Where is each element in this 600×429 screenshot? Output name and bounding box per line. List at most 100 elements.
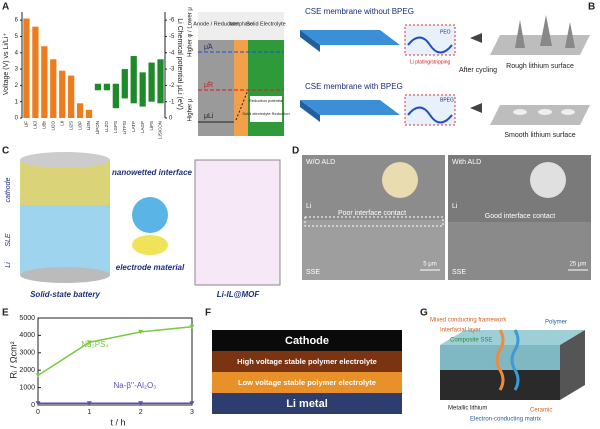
- label: Poor interface contact: [338, 210, 406, 217]
- x-tick-label: Li3N: [86, 121, 91, 130]
- ceramic: [495, 329, 505, 391]
- panel-label: E: [2, 308, 9, 319]
- layer-label: High voltage stable polymer electrolyte: [237, 357, 377, 366]
- label: Li: [452, 203, 458, 210]
- y-tick-label: 5: [15, 34, 19, 40]
- photo: [382, 162, 418, 198]
- x-tick-label: LiPS: [149, 121, 154, 131]
- polymer: [510, 329, 520, 391]
- legend-label: Na₃PS₄: [81, 340, 108, 349]
- panel-label: B: [588, 2, 595, 13]
- x-tick-label: 2: [139, 409, 143, 416]
- level: [235, 89, 249, 121]
- lithium: [440, 370, 560, 400]
- label: After cycling: [459, 67, 497, 74]
- energy-diagram: [198, 12, 284, 136]
- note: Solid electrolyte Reduction: [242, 111, 289, 116]
- membrane: [300, 100, 320, 122]
- layer: [212, 372, 402, 393]
- region-label: Solid Electrolyte: [246, 21, 285, 27]
- x-tick-label: Li2S: [68, 121, 73, 130]
- bump: [513, 109, 527, 115]
- axis-label: t / h: [110, 417, 125, 427]
- axis-label: Li Chemical potential μLi (eV): [176, 18, 183, 110]
- panel-label: A: [2, 2, 9, 13]
- panel-label: G: [420, 308, 428, 319]
- y-tick-label: 6: [15, 18, 19, 24]
- membrane: [300, 30, 320, 52]
- panel-label: C: [2, 146, 9, 157]
- label: Rough lithium surface: [506, 63, 574, 70]
- label: nanowetted interface: [112, 168, 193, 177]
- x-tick-label: Li3P: [77, 121, 82, 130]
- marker: [189, 324, 195, 329]
- y-tick-label: 4000: [19, 332, 35, 339]
- range-bar: [157, 59, 164, 104]
- bar: [76, 103, 84, 118]
- scale-label: 25 μm: [570, 262, 587, 268]
- panel-b-drawing: [300, 15, 590, 126]
- label: Metallic lithium: [448, 406, 487, 412]
- region-label: Interphase: [229, 21, 253, 27]
- label: electrode material: [116, 263, 185, 272]
- bump: [561, 109, 575, 115]
- x-tick-label: LGPS: [113, 121, 118, 133]
- sse-region: [448, 222, 591, 280]
- label: BPEG: [440, 97, 454, 103]
- y-tick-label: 4: [15, 50, 19, 56]
- y2-tick-label: -1: [169, 99, 175, 105]
- label: Mixed conducting framework: [430, 318, 507, 324]
- bar: [23, 18, 30, 118]
- x-tick-label: LISICON: [158, 121, 163, 139]
- dendrite: [540, 15, 552, 46]
- y2-tick-label: -3: [169, 67, 175, 73]
- marker: [189, 401, 195, 406]
- label: Interfacial layer: [440, 328, 481, 334]
- bar: [41, 46, 48, 118]
- label: SSE: [306, 269, 320, 276]
- region-label: Anode / Reductant: [193, 21, 239, 27]
- range-bar: [130, 56, 137, 104]
- dendrite: [565, 22, 575, 48]
- x-tick-label: LiI: [59, 121, 64, 126]
- li-surface: [490, 105, 590, 125]
- dendrite: [515, 20, 525, 48]
- layer-label: Li metal: [286, 398, 328, 410]
- x-tick-label: LiCl: [33, 121, 38, 129]
- y-tick-label: 3: [15, 67, 19, 73]
- level-label: μLi: [204, 113, 214, 120]
- y2-tick-label: -5: [169, 34, 175, 40]
- layer-label: Cathode: [285, 335, 329, 347]
- label: Composite SSE: [450, 338, 492, 344]
- axis-label: Voltage (V) vs Li/Li⁺: [3, 33, 10, 95]
- bar: [59, 70, 66, 118]
- panel-d-images: [302, 155, 591, 280]
- membrane: [300, 30, 400, 45]
- panel-c-drawing: [20, 152, 281, 286]
- caption: CSE membrane without BPEG: [305, 7, 414, 16]
- x-tick-label: LiPON: [95, 121, 100, 134]
- particle: [132, 197, 168, 233]
- layer: [212, 330, 402, 351]
- x-tick-label: 1: [87, 409, 91, 416]
- photo: [530, 162, 566, 198]
- label: Li plating/stripping: [410, 59, 451, 65]
- arrow: [470, 103, 482, 113]
- scale-label: 5 μm: [423, 262, 436, 268]
- peo-chain: [407, 36, 453, 54]
- y2-tick-label: -6: [169, 18, 175, 24]
- label: Polymer: [545, 320, 567, 326]
- bar: [32, 26, 39, 118]
- label: W/O ALD: [306, 159, 335, 166]
- sse-region: [302, 220, 445, 280]
- series-line: [37, 325, 193, 377]
- layer: [212, 351, 402, 372]
- base: [20, 267, 110, 283]
- note: Reduction potential: [249, 98, 283, 103]
- marker: [138, 329, 144, 334]
- block-side: [560, 330, 585, 400]
- axis-label: Rᵢ / Ωcm²: [8, 341, 18, 378]
- bump: [538, 109, 552, 115]
- x-tick-label: LAGP: [140, 121, 145, 133]
- plot-frame: [37, 317, 193, 406]
